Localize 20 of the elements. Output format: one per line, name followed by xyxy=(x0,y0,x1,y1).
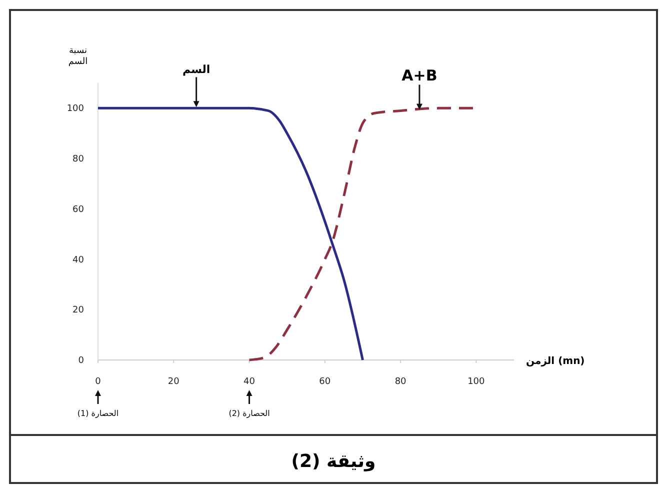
x-axis-title: الزمن (mn) xyxy=(526,356,585,367)
y-tick-label: 100 xyxy=(66,104,84,114)
x-tick-label: 0 xyxy=(95,377,102,387)
y-tick-label: 0 xyxy=(78,356,84,366)
text: وثيقة (2) xyxy=(291,451,376,472)
x-tick-label: 80 xyxy=(394,377,407,387)
text: السم xyxy=(182,63,210,76)
y-tick-label: 20 xyxy=(72,306,84,316)
y-tick-label: 80 xyxy=(72,154,84,165)
x-tick-label: 100 xyxy=(468,377,486,387)
annotation: الحصارة (2) xyxy=(228,409,270,418)
y-axis-title: نسبة السم xyxy=(68,46,88,67)
series-label: A+B xyxy=(402,66,438,85)
y-tick-label: 60 xyxy=(72,204,84,215)
x-tick-label: 60 xyxy=(319,377,331,387)
y-tick-label: 40 xyxy=(72,255,84,266)
line-series xyxy=(96,106,364,362)
x-tick-label: 20 xyxy=(168,377,180,387)
annotation: الحصارة (1) xyxy=(77,409,119,418)
x-tick-label: 40 xyxy=(244,377,256,387)
